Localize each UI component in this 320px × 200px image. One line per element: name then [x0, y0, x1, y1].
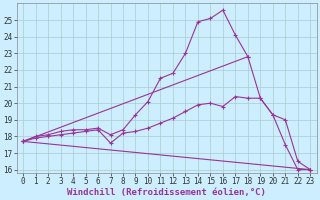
- X-axis label: Windchill (Refroidissement éolien,°C): Windchill (Refroidissement éolien,°C): [67, 188, 266, 197]
